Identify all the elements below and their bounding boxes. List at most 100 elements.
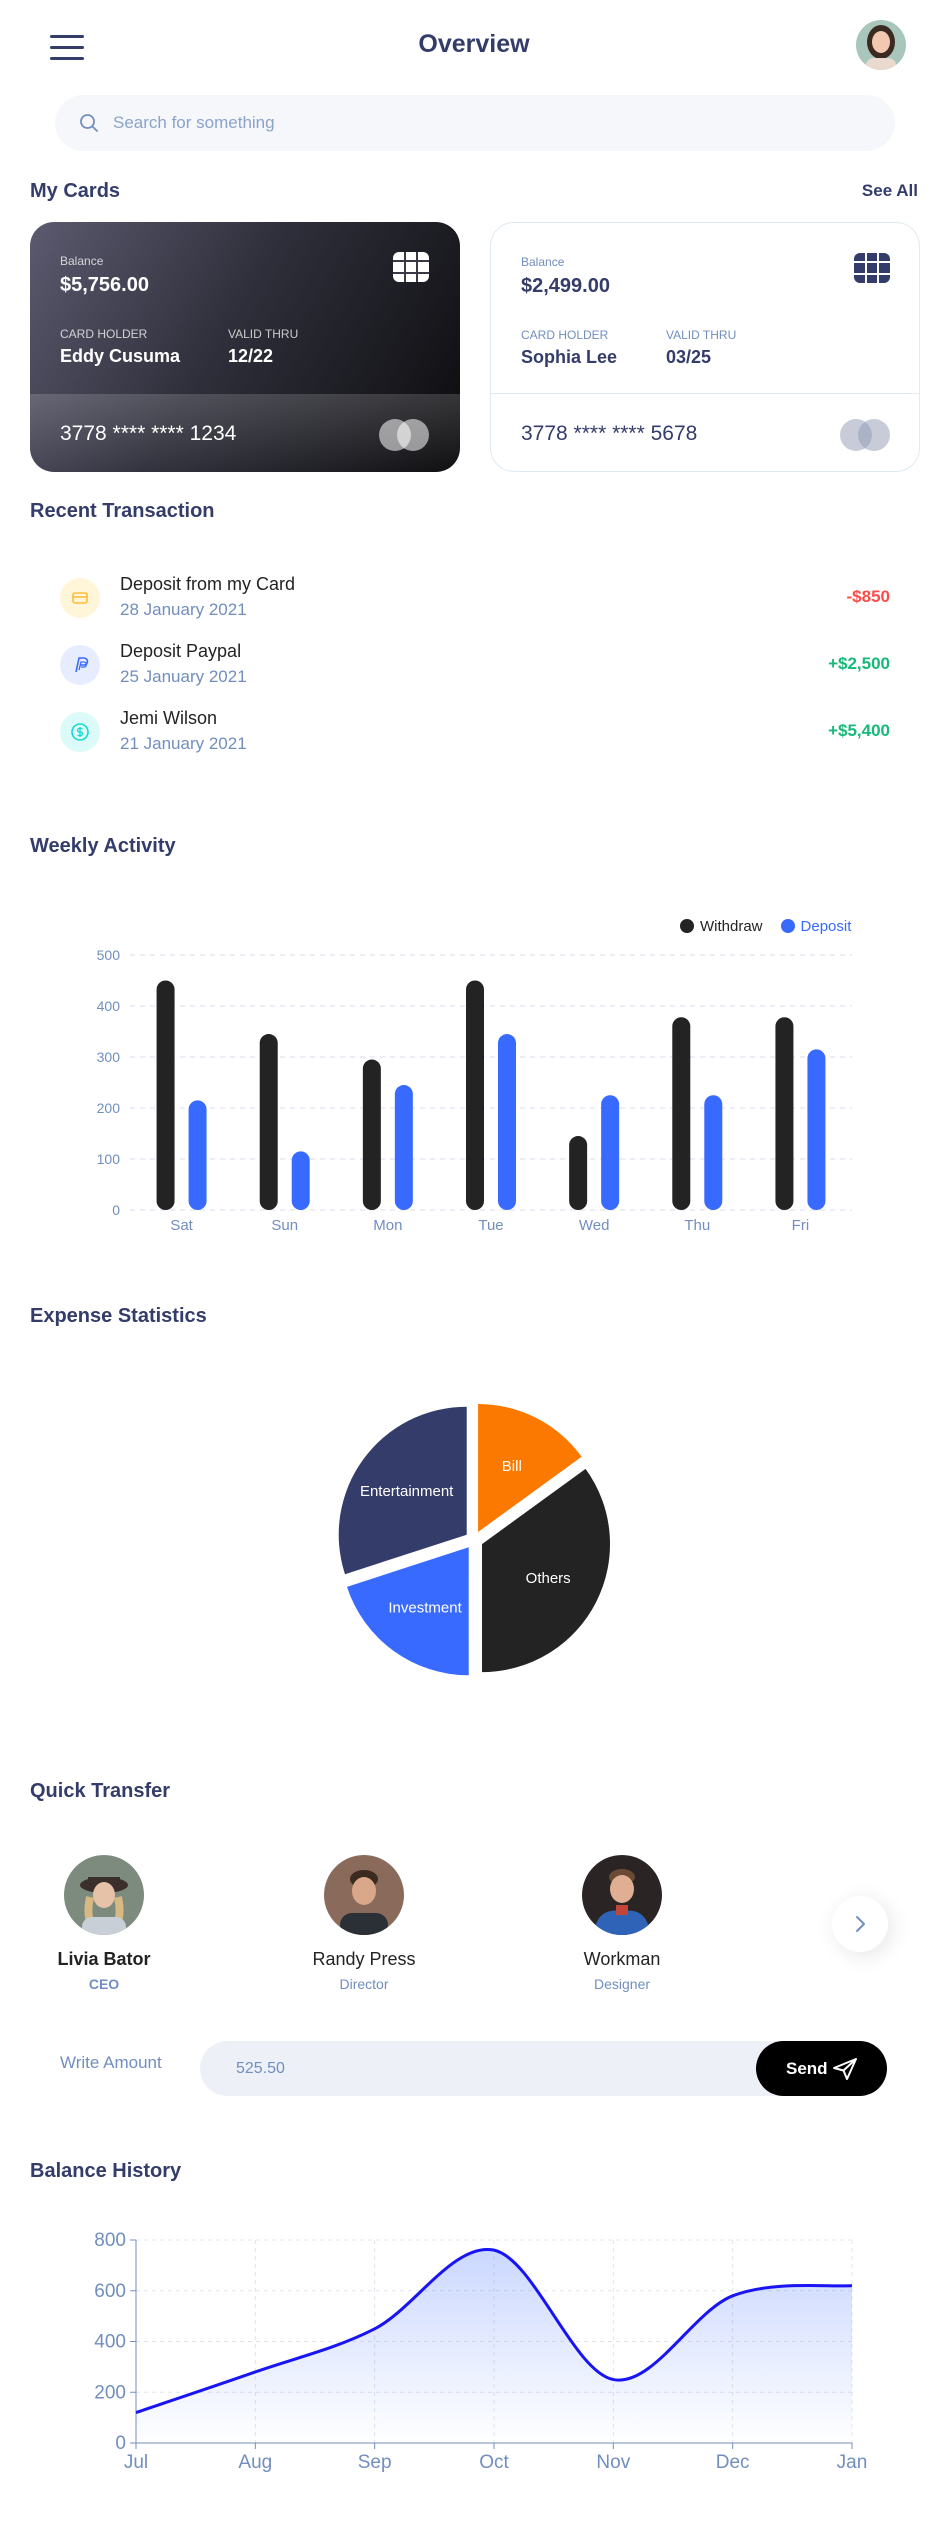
- transaction-amount: -$850: [846, 587, 890, 606]
- contact-name: Randy Press: [312, 1949, 416, 1969]
- pie-slice-others: [482, 1468, 611, 1673]
- quick-transfer-title: Quick Transfer: [30, 1780, 171, 1802]
- y-tick-label: 800: [94, 2230, 126, 2251]
- avatar: [582, 1855, 662, 1935]
- see-all-link[interactable]: See All: [861, 181, 918, 200]
- x-tick-label: Aug: [238, 2452, 272, 2473]
- balance-label: Balance: [521, 255, 565, 269]
- transaction-title: Deposit Paypal: [120, 641, 242, 661]
- pie-slice-investment: [346, 1547, 469, 1676]
- credit-card-primary[interactable]: Balance $5,756.00 CARD HOLDER Eddy Cusum…: [30, 222, 460, 472]
- x-tick-label: Tue: [478, 1217, 503, 1234]
- x-tick-label: Mon: [373, 1217, 402, 1234]
- y-tick-label: 300: [97, 1049, 121, 1065]
- card-holder-name: Eddy Cusuma: [60, 346, 181, 366]
- send-button[interactable]: Send: [756, 2041, 887, 2096]
- contact-role: Director: [339, 1976, 389, 1992]
- search-input[interactable]: [113, 95, 873, 151]
- y-tick-label: 100: [97, 1151, 121, 1167]
- card-balance: $2,499.00: [521, 275, 610, 297]
- pie-label: Bill: [502, 1458, 522, 1475]
- card-holder-label: CARD HOLDER: [60, 327, 148, 341]
- list-item[interactable]: Deposit from my Card 28 January 2021 -$8…: [60, 568, 890, 628]
- transaction-amount: +$2,500: [828, 654, 890, 673]
- avatar[interactable]: [856, 20, 906, 70]
- pie-slice-entertainment: [338, 1406, 467, 1575]
- list-item[interactable]: Jemi Wilson 21 January 2021 +$5,400: [60, 702, 890, 762]
- card-holder-name: Sophia Lee: [521, 347, 618, 367]
- app-header: Overview: [0, 0, 948, 100]
- withdraw-legend-dot: [680, 919, 694, 933]
- x-tick-label: Fri: [792, 1217, 810, 1234]
- valid-thru-date: 12/22: [228, 346, 274, 366]
- bar-deposit: [498, 1034, 516, 1210]
- x-tick-label: Jul: [124, 2452, 148, 2473]
- send-label: Send: [786, 2059, 828, 2078]
- area-fill: [136, 2249, 852, 2443]
- avatar: [324, 1855, 404, 1935]
- contact-name: Livia Bator: [57, 1949, 151, 1969]
- weekly-activity-chart: 0 100 200 300 400 500 Sat Sun Mon Tue Wed Thu Fri: [97, 947, 852, 1234]
- bar-withdraw: [466, 980, 484, 1210]
- bar-withdraw: [362, 1059, 381, 1210]
- dollar-icon: [60, 712, 100, 752]
- next-contacts-button[interactable]: [832, 1896, 888, 1952]
- my-cards-title: My Cards: [30, 180, 121, 202]
- menu-icon[interactable]: [50, 33, 86, 61]
- x-tick-label: Sun: [271, 1217, 298, 1234]
- amount-input[interactable]: [236, 2041, 736, 2096]
- x-tick-label: Thu: [684, 1217, 710, 1234]
- y-tick-label: 200: [94, 2382, 126, 2403]
- card-icon: [60, 578, 100, 618]
- bar-deposit: [188, 1100, 207, 1210]
- x-tick-label: Jan: [837, 2452, 868, 2473]
- valid-thru-date: 03/25: [666, 347, 712, 367]
- list-item[interactable]: Deposit Paypal 25 January 2021 +$2,500: [60, 635, 890, 695]
- x-tick-label: Wed: [579, 1217, 610, 1234]
- bar-withdraw: [672, 1017, 691, 1210]
- mastercard-logo-icon: [379, 419, 429, 451]
- contact-role: CEO: [88, 1976, 120, 1992]
- contact-card[interactable]: Workman Designer: [542, 1855, 702, 1992]
- contact-card[interactable]: Randy Press Director: [284, 1855, 444, 1992]
- y-tick-label: 0: [112, 1202, 120, 1218]
- search-bar: [55, 95, 895, 151]
- pie-label: Investment: [388, 1599, 462, 1616]
- paypal-icon: [60, 645, 100, 685]
- card-number: 3778 **** **** 5678: [521, 422, 698, 445]
- balance-line: [135, 2247, 853, 2414]
- balance-label: Balance: [60, 254, 104, 268]
- bar-withdraw: [569, 1136, 588, 1210]
- valid-thru-label: VALID THRU: [228, 327, 299, 341]
- x-tick-label: Oct: [479, 2452, 509, 2473]
- bar-withdraw: [775, 1017, 794, 1210]
- write-amount-label: Write Amount: [60, 2053, 162, 2072]
- legend-withdraw: Withdraw: [700, 918, 763, 935]
- card-balance: $5,756.00: [60, 274, 149, 296]
- transaction-date: 21 January 2021: [120, 734, 247, 753]
- x-tick-label: Sep: [358, 2452, 392, 2473]
- y-tick-label: 200: [97, 1100, 121, 1116]
- credit-card-secondary[interactable]: Balance $2,499.00 CARD HOLDER Sophia Lee…: [490, 222, 920, 472]
- expense-pie-chart: Bill Others Investment Entertainment: [338, 1403, 611, 1676]
- bar-withdraw: [156, 980, 175, 1210]
- chevron-right-icon: [856, 1916, 865, 1932]
- chart-legend: Withdraw Deposit: [680, 918, 851, 935]
- expense-statistics-title: Expense Statistics: [30, 1305, 207, 1327]
- card-holder-label: CARD HOLDER: [521, 328, 609, 342]
- pie-slice-bill: [478, 1403, 582, 1532]
- balance-history-title: Balance History: [30, 2160, 182, 2182]
- y-tick-label: 0: [115, 2433, 126, 2454]
- bar-deposit: [291, 1151, 310, 1210]
- transaction-date: 28 January 2021: [120, 600, 247, 619]
- page-title: Overview: [418, 30, 530, 58]
- valid-thru-label: VALID THRU: [666, 328, 737, 342]
- contact-role: Designer: [593, 1976, 651, 1992]
- weekly-activity-title: Weekly Activity: [30, 835, 176, 857]
- deposit-legend-dot: [780, 919, 795, 933]
- y-tick-label: 400: [97, 998, 121, 1014]
- contact-card[interactable]: Livia Bator CEO: [24, 1855, 184, 1992]
- y-tick-label: 400: [94, 2332, 126, 2353]
- mastercard-logo-icon: [840, 419, 890, 451]
- card-footer: 3778 **** **** 1234: [30, 394, 460, 472]
